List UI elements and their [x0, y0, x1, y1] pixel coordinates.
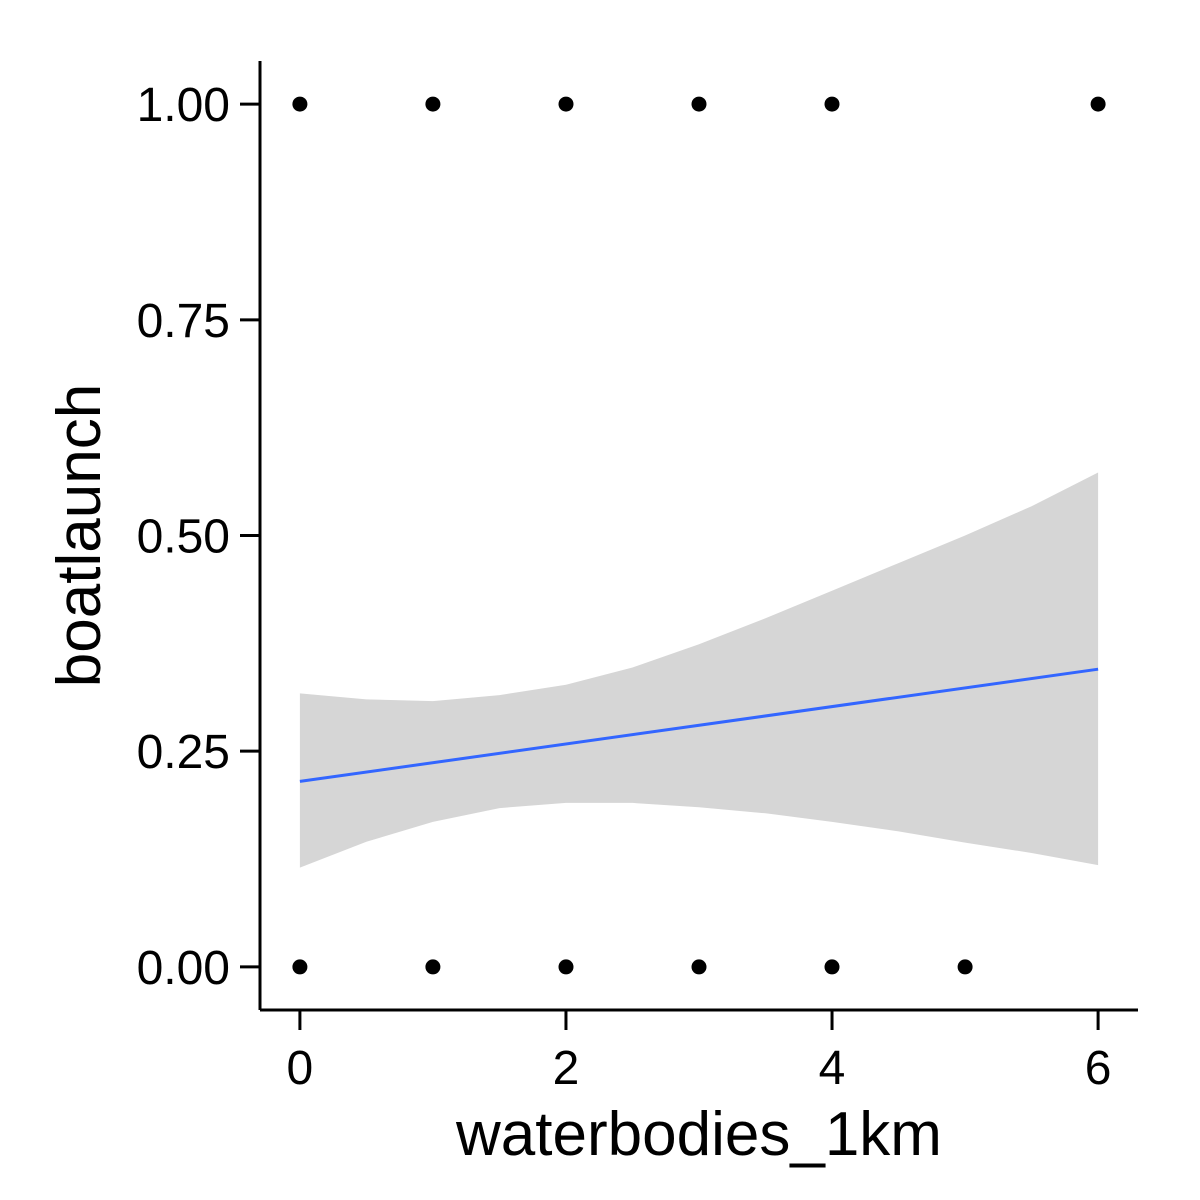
data-point — [292, 96, 308, 112]
x-tick-label: 6 — [1085, 1042, 1112, 1095]
y-tick-label: 1.00 — [137, 79, 230, 132]
y-tick-label: 0.50 — [137, 511, 230, 564]
x-tick-label: 2 — [553, 1042, 580, 1095]
data-point — [1090, 96, 1106, 112]
smooth-line — [299, 667, 1099, 783]
data-point — [558, 96, 574, 112]
data-point — [824, 959, 840, 975]
axes: 0 2 4 6 0.00 0.25 0.50 0.75 1.00 — [137, 61, 1138, 1095]
x-tick-label: 0 — [287, 1042, 314, 1095]
data-point — [691, 959, 707, 975]
points-layer — [292, 96, 1106, 975]
y-tick-label: 0.75 — [137, 295, 230, 348]
data-point — [425, 96, 441, 112]
data-point — [824, 96, 840, 112]
y-axis-title: boatlaunch — [45, 384, 114, 687]
y-tick-label: 0.25 — [137, 726, 230, 779]
y-tick-label: 0.00 — [137, 942, 230, 995]
data-point — [691, 96, 707, 112]
data-point — [957, 959, 973, 975]
x-axis-title: waterbodies_1km — [455, 1100, 942, 1169]
confidence-band — [299, 472, 1099, 868]
confidence-band-layer — [299, 472, 1099, 868]
x-tick-label: 4 — [819, 1042, 846, 1095]
data-point — [425, 959, 441, 975]
data-point — [558, 959, 574, 975]
smooth-line-layer — [299, 667, 1099, 783]
data-point — [292, 959, 308, 975]
